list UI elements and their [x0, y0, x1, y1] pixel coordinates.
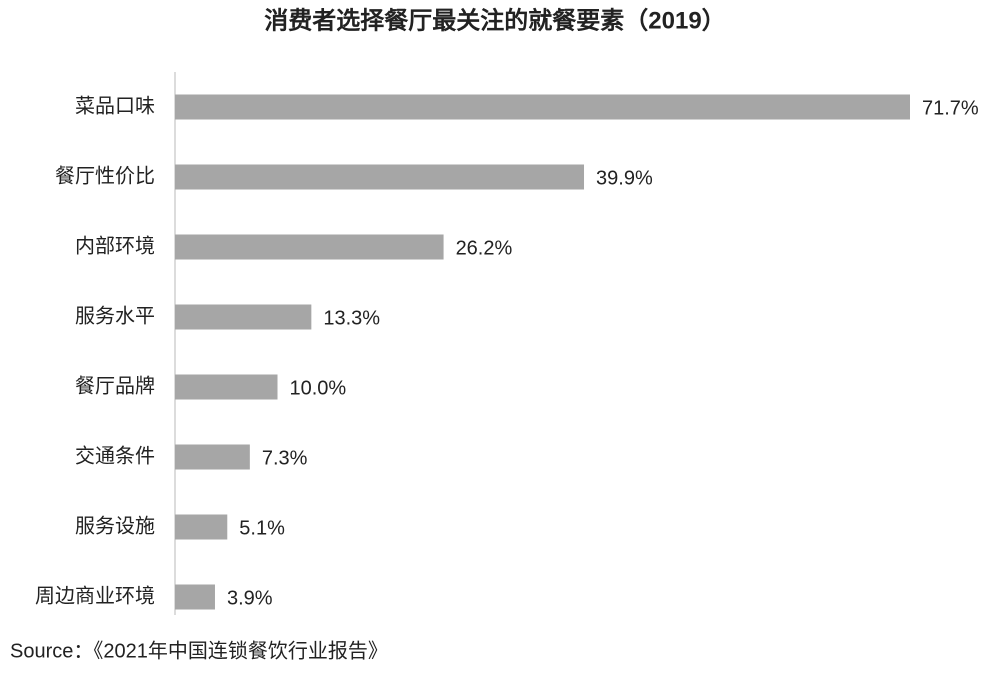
chart-title: 消费者选择餐厅最关注的就餐要素（2019） — [264, 6, 725, 34]
category-label: 服务设施 — [75, 514, 155, 538]
category-label: 餐厅性价比 — [55, 164, 155, 188]
category-label: 餐厅品牌 — [75, 374, 155, 398]
category-label: 内部环境 — [75, 234, 155, 258]
category-label: 周边商业环境 — [35, 584, 155, 608]
category-label: 菜品口味 — [75, 94, 155, 118]
bar — [175, 304, 312, 330]
value-label: 13.3% — [323, 307, 380, 329]
bar — [175, 164, 585, 190]
source-note: Source：《2021年中国连锁餐饮行业报告》 — [10, 639, 388, 662]
bar — [175, 374, 278, 400]
value-label: 39.9% — [596, 167, 653, 189]
category-label: 交通条件 — [75, 444, 155, 468]
value-label: 5.1% — [239, 517, 285, 539]
value-label: 26.2% — [456, 237, 513, 259]
category-label: 服务水平 — [75, 304, 155, 328]
bar — [175, 514, 228, 540]
value-label: 3.9% — [227, 587, 273, 609]
bar — [175, 234, 444, 260]
bar — [175, 584, 215, 610]
value-label: 7.3% — [262, 447, 308, 469]
value-label: 10.0% — [290, 377, 347, 399]
bar — [175, 444, 250, 470]
bar — [175, 94, 910, 120]
value-label: 71.7% — [922, 97, 979, 119]
